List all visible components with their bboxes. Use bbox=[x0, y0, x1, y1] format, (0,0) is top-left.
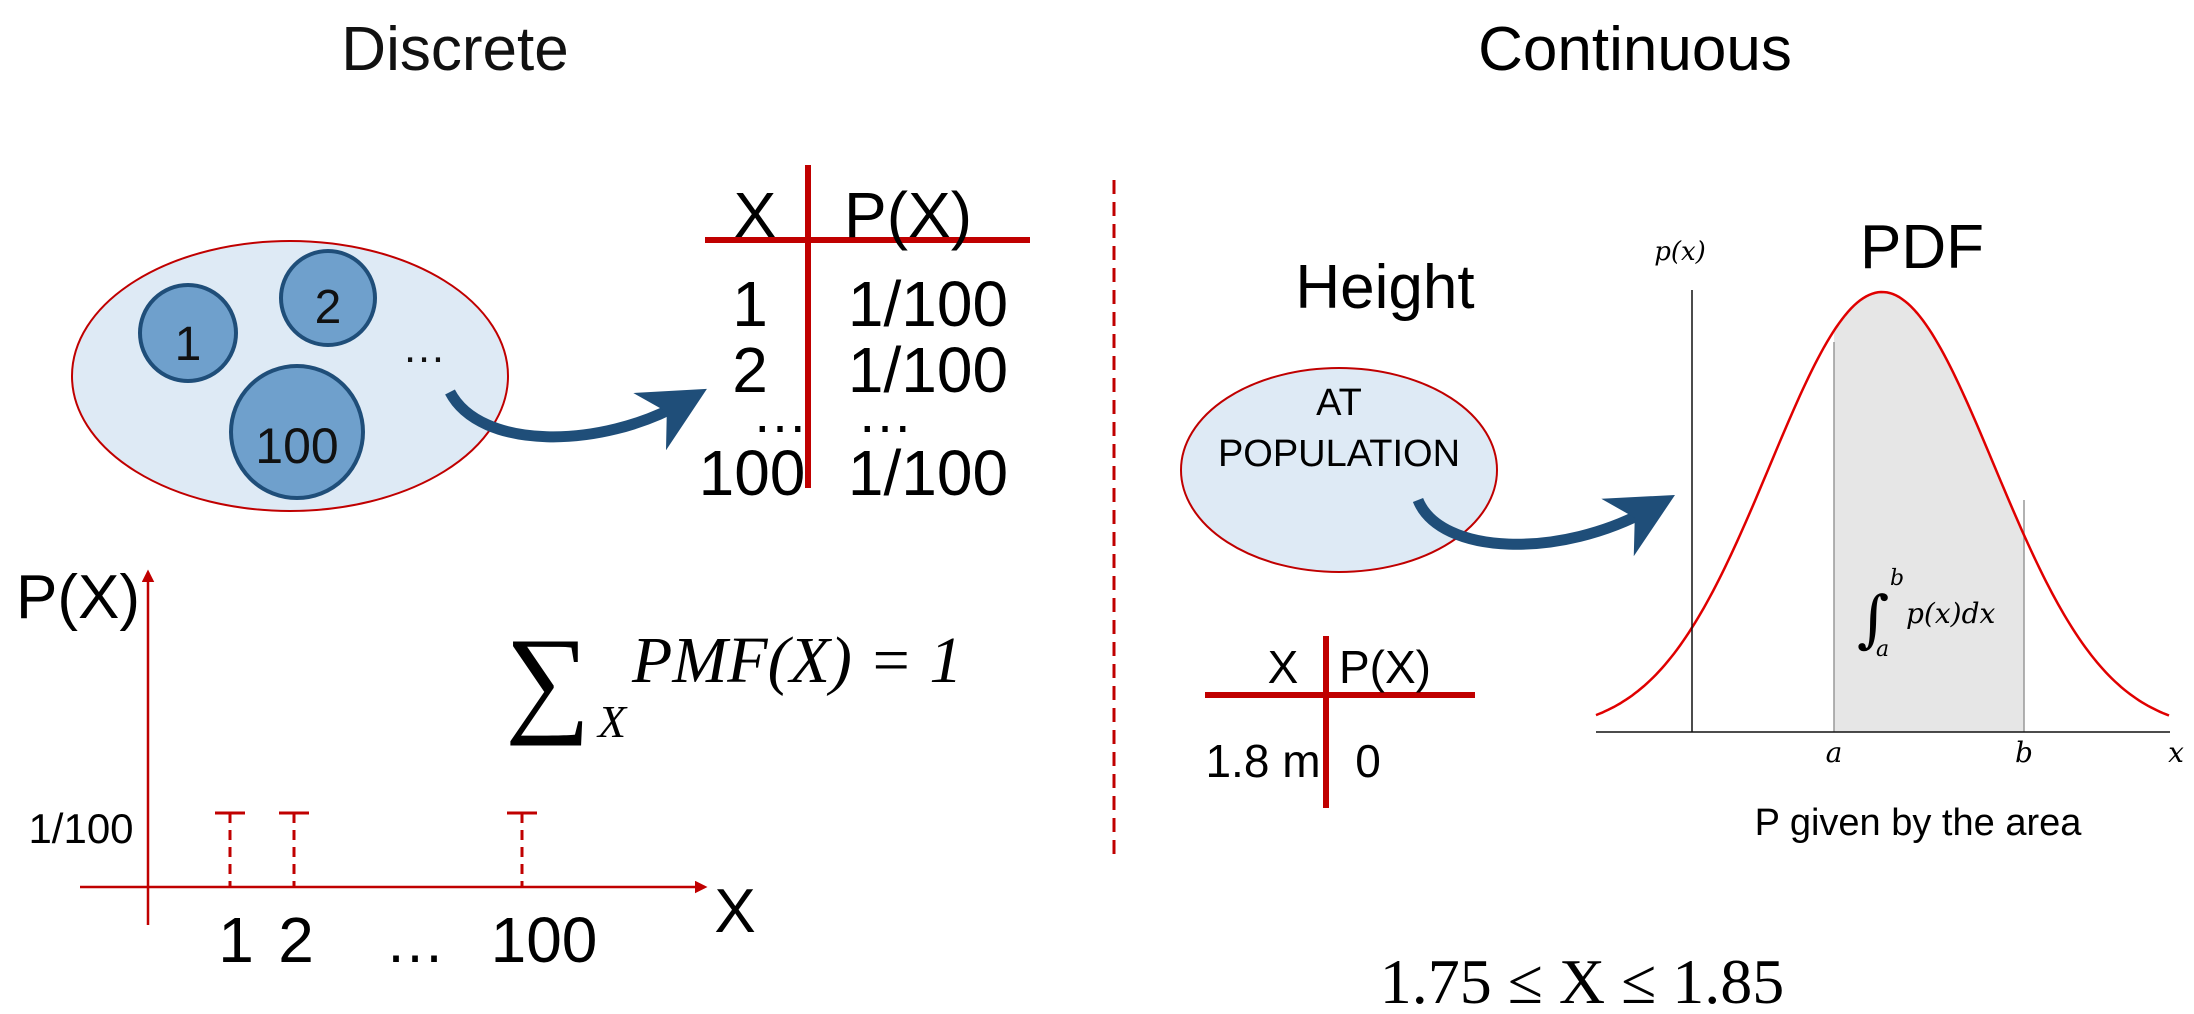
pmf-y-label: P(X) bbox=[16, 563, 140, 632]
discrete-table-row2-x: 2 bbox=[732, 334, 768, 406]
bubble-1 bbox=[138, 283, 238, 383]
pmf-y-tick-label: 1/100 bbox=[28, 805, 133, 852]
interval-formula: 1.75 ≤ X ≤ 1.85 bbox=[1380, 946, 1784, 1014]
discrete-table-row2-p: 1/100 bbox=[848, 334, 1008, 406]
bubble-ellipsis: … bbox=[402, 323, 446, 372]
pdf-integrand: p(x)dx bbox=[1906, 597, 1995, 630]
pdf-x-label: x bbox=[2168, 736, 2184, 769]
pdf-y-label: p(x) bbox=[1654, 237, 1706, 267]
population-label-line2: POPULATION bbox=[1218, 433, 1460, 475]
pdf-title: PDF bbox=[1860, 213, 1984, 282]
continuous-table-row-p: 0 bbox=[1355, 735, 1381, 787]
bubble-1-label: 1 bbox=[175, 318, 202, 371]
pmf-x-tick-ellipsis: … bbox=[385, 908, 445, 975]
discrete-table-row1-p: 1/100 bbox=[848, 268, 1008, 340]
pmf-x-tick-1: 1 bbox=[218, 904, 254, 976]
discrete-table-row4-p: 1/100 bbox=[848, 437, 1008, 509]
height-title: Height bbox=[1295, 253, 1474, 322]
continuous-table-header-p: P(X) bbox=[1339, 641, 1431, 693]
continuous-title: Continuous bbox=[1478, 15, 1792, 84]
discrete-table-row3-x: … bbox=[752, 381, 808, 444]
discrete-title: Discrete bbox=[341, 15, 568, 84]
pmf-x-tick-2: 2 bbox=[278, 904, 314, 976]
discrete-table-header-x: X bbox=[734, 179, 777, 251]
pdf-a-label: a bbox=[1826, 736, 1843, 769]
continuous-population-ellipse bbox=[1180, 367, 1498, 573]
pdf-caption: P given by the area bbox=[1755, 802, 2083, 844]
pmf-x-label: X bbox=[714, 877, 755, 946]
discrete-table-header-p: P(X) bbox=[844, 179, 972, 251]
pdf-shaded-area bbox=[1834, 292, 2024, 732]
pdf-integral-upper: b bbox=[1890, 566, 1904, 591]
continuous-table-header-x: X bbox=[1268, 641, 1299, 693]
pdf-integral-lower: a bbox=[1876, 637, 1889, 662]
pmf-sum-symbol: ∑ bbox=[505, 613, 591, 746]
continuous-mapping-arrow bbox=[1412, 495, 1675, 557]
pdf-integral-sign: ∫ bbox=[1857, 582, 1889, 655]
discrete-table-row4-x: 100 bbox=[699, 437, 806, 509]
pdf-b-label: b bbox=[2015, 736, 2033, 769]
bubble-100 bbox=[229, 364, 365, 500]
pmf-sum-subscript: X bbox=[596, 696, 628, 747]
discrete-table-row1-x: 1 bbox=[732, 268, 768, 340]
pmf-stems bbox=[215, 811, 537, 887]
discrete-table-row3-p: … bbox=[857, 381, 913, 444]
bubble-2 bbox=[279, 249, 377, 347]
bubble-2-label: 2 bbox=[315, 281, 342, 334]
bubble-100-label: 100 bbox=[255, 418, 338, 474]
pmf-sum-expression: PMF(X) = 1 bbox=[631, 624, 962, 697]
continuous-table-row-x: 1.8 m bbox=[1205, 735, 1320, 787]
pmf-x-tick-100: 100 bbox=[491, 904, 598, 976]
discrete-mapping-arrow bbox=[445, 388, 707, 451]
population-label-line1: AT bbox=[1316, 382, 1362, 424]
